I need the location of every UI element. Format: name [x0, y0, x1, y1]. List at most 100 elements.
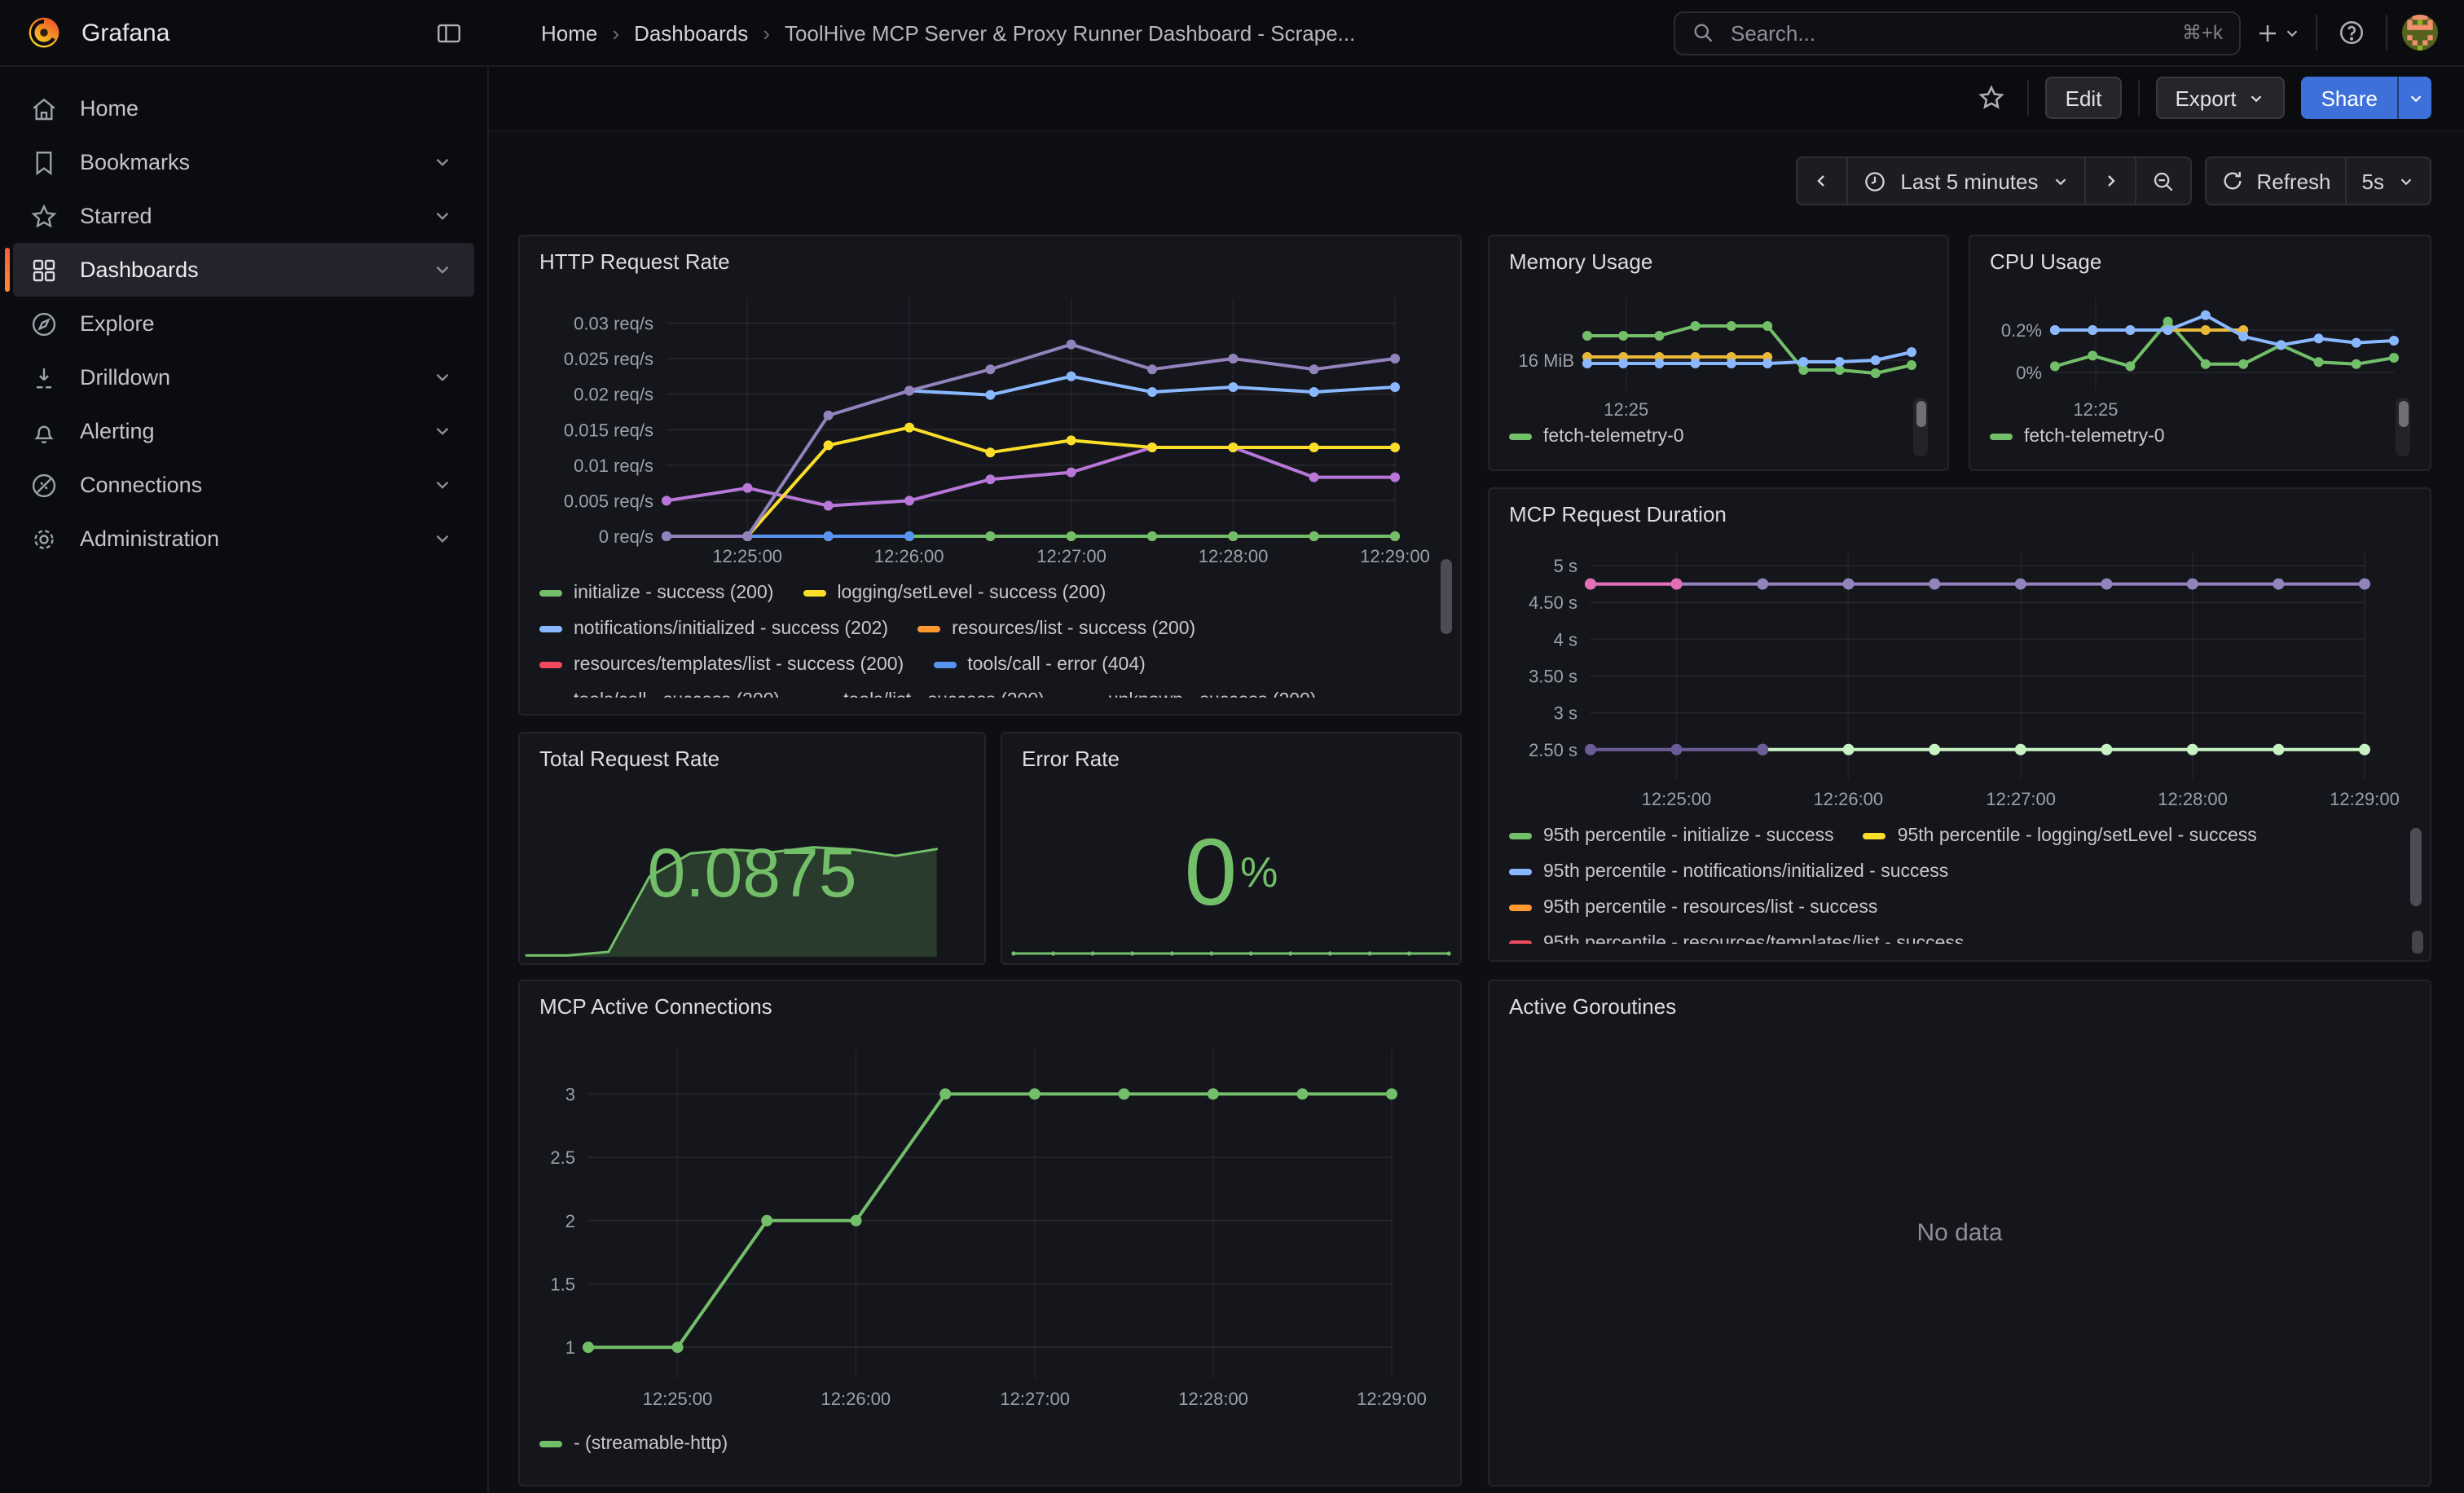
add-button[interactable]: [2255, 10, 2301, 55]
chevron-down-icon[interactable]: [432, 421, 458, 442]
active-indicator: [5, 248, 10, 292]
legend-swatch: [539, 590, 562, 597]
legend-item[interactable]: 95th percentile - logging/setLevel - suc…: [1863, 826, 2257, 846]
zoom-out-button[interactable]: [2134, 156, 2192, 205]
time-range-picker[interactable]: Last 5 minutes: [1846, 156, 2086, 205]
legend-item[interactable]: tools/call - success (200): [539, 691, 780, 698]
grafana-logo-icon[interactable]: [26, 15, 62, 51]
legend-swatch: [803, 590, 826, 597]
sidebar-item-label: Alerting: [80, 419, 155, 443]
edit-label: Edit: [2065, 86, 2102, 110]
legend-item[interactable]: 95th percentile - notifications/initiali…: [1509, 862, 1948, 882]
error-rate-sparkline[interactable]: [1010, 936, 1452, 958]
scrollbar-thumb[interactable]: [2398, 401, 2408, 427]
search-box[interactable]: ⌘+k: [1674, 11, 2241, 55]
sidebar-item-alerting[interactable]: Alerting: [13, 404, 474, 458]
legend-item[interactable]: resources/templates/list - success (200): [539, 655, 904, 675]
panel-title[interactable]: Total Request Rate: [539, 746, 720, 771]
legend-item[interactable]: tools/list - success (200): [809, 691, 1045, 698]
panel-title[interactable]: Memory Usage: [1509, 249, 1653, 274]
legend-item[interactable]: 95th percentile - initialize - success: [1509, 826, 1834, 846]
scrollbar-track[interactable]: [2396, 398, 2410, 456]
edit-button[interactable]: Edit: [2045, 77, 2122, 119]
share-menu-button[interactable]: [2397, 77, 2431, 119]
svg-text:12:27:00: 12:27:00: [1000, 1389, 1070, 1409]
chevron-down-icon[interactable]: [432, 152, 458, 173]
svg-text:12:28:00: 12:28:00: [1199, 546, 1269, 566]
legend-label: initialize - success (200): [574, 584, 774, 603]
legend-item[interactable]: initialize - success (200): [539, 584, 773, 603]
sidebar-item-explore[interactable]: Explore: [13, 297, 474, 350]
panel-title[interactable]: MCP Request Duration: [1509, 502, 1727, 526]
breadcrumb-dashboards[interactable]: Dashboards: [634, 20, 749, 45]
panel-title[interactable]: HTTP Request Rate: [539, 249, 730, 274]
panel-title[interactable]: Error Rate: [1022, 746, 1120, 771]
legend-item[interactable]: fetch-telemetry-0: [1990, 427, 2165, 447]
export-button[interactable]: Export: [2155, 77, 2286, 119]
chevron-down-icon[interactable]: [432, 474, 458, 495]
refresh-button[interactable]: Refresh: [2204, 156, 2347, 205]
legend-swatch: [1990, 434, 2013, 440]
legend-item[interactable]: unknown - success (200): [1074, 691, 1317, 698]
http-request-rate-chart[interactable]: 12:25:00 12:26:00 12:27:00 12:28:00 12:29:00…: [539, 285, 1441, 575]
total-request-rate-sparkline[interactable]: [523, 833, 981, 960]
time-forward-button[interactable]: [2083, 156, 2136, 205]
chevron-down-icon[interactable]: [432, 205, 458, 227]
sidebar-item-connections[interactable]: Connections: [13, 458, 474, 512]
chevron-down-icon[interactable]: [432, 528, 458, 549]
stat-unit: %: [1240, 848, 1278, 896]
breadcrumb-home[interactable]: Home: [541, 20, 598, 45]
svg-text:12:26:00: 12:26:00: [874, 546, 944, 566]
panel-title[interactable]: MCP Active Connections: [539, 994, 772, 1019]
favorite-star-icon[interactable]: [1973, 75, 2012, 121]
share-button[interactable]: Share: [2301, 77, 2397, 119]
sidebar-item-dashboards[interactable]: Dashboards: [5, 243, 474, 297]
search-input[interactable]: [1727, 19, 2169, 46]
svg-text:1: 1: [565, 1337, 575, 1358]
scrollbar-thumb[interactable]: [2410, 828, 2422, 906]
sidebar-item-starred[interactable]: Starred: [13, 189, 474, 243]
divider: [2027, 80, 2030, 116]
breadcrumb-separator: ›: [763, 20, 770, 45]
legend-row: notifications/initialized - success (202…: [539, 616, 1441, 642]
legend-label: fetch-telemetry-0: [2024, 427, 2165, 447]
scrollbar-thumb[interactable]: [1441, 559, 1452, 634]
sidebar-item-home[interactable]: Home: [13, 81, 474, 135]
scrollbar-track[interactable]: [1913, 398, 1928, 456]
legend-item[interactable]: fetch-telemetry-0: [1509, 427, 1684, 447]
memory-usage-chart[interactable]: 12:25 16 MiB: [1509, 285, 1931, 419]
scrollbar-thumb[interactable]: [2412, 931, 2423, 953]
no-data-message: No data: [1916, 1219, 2003, 1247]
mcp-active-connections-chart[interactable]: 12:25:00 12:26:00 12:27:00 12:28:00 12:29:00…: [539, 1030, 1441, 1421]
legend-item[interactable]: 95th percentile - resources/list - succe…: [1509, 898, 1877, 918]
chevron-down-icon: [2409, 95, 2421, 102]
legend-label: unknown - success (200): [1108, 691, 1317, 698]
legend-item[interactable]: - (streamable-http): [539, 1434, 728, 1454]
cpu-usage-chart[interactable]: 12:25 0.2% 0%: [1990, 285, 2413, 419]
compass-icon: [29, 309, 59, 338]
chevron-down-icon[interactable]: [432, 367, 458, 388]
svg-text:2: 2: [565, 1211, 575, 1231]
breadcrumb: Home › Dashboards › ToolHive MCP Server …: [541, 20, 1355, 45]
sidebar-item-drilldown[interactable]: Drilldown: [13, 350, 474, 404]
mcp-request-duration-chart[interactable]: 12:25:00 12:26:00 12:27:00 12:28:00 12:29:00…: [1509, 538, 2410, 818]
panel-title[interactable]: CPU Usage: [1990, 249, 2102, 274]
refresh-interval-picker[interactable]: 5s: [2345, 156, 2431, 205]
sidebar-item-bookmarks[interactable]: Bookmarks: [13, 135, 474, 189]
scrollbar-thumb[interactable]: [1916, 401, 1925, 427]
sidebar-item-administration[interactable]: Administration: [13, 512, 474, 566]
legend-label: 95th percentile - notifications/initiali…: [1543, 862, 1949, 882]
legend-item[interactable]: resources/list - success (200): [917, 619, 1195, 639]
legend-item[interactable]: tools/call - error (404): [933, 655, 1146, 675]
panel-mcp-active-connections: MCP Active Connections 12:25:00 12:26:00 1…: [518, 980, 1462, 1486]
divider: [2386, 15, 2387, 51]
panel-title[interactable]: Active Goroutines: [1509, 994, 1677, 1019]
avatar[interactable]: [2402, 15, 2438, 51]
time-back-button[interactable]: [1796, 156, 1849, 205]
legend-item[interactable]: notifications/initialized - success (202…: [539, 619, 888, 639]
dock-sidebar-icon[interactable]: [427, 11, 469, 54]
help-icon[interactable]: [2332, 10, 2371, 55]
legend-item[interactable]: 95th percentile - resources/templates/li…: [1509, 934, 1964, 944]
legend-item[interactable]: logging/setLevel - success (200): [803, 584, 1106, 603]
chevron-down-icon[interactable]: [432, 259, 458, 280]
